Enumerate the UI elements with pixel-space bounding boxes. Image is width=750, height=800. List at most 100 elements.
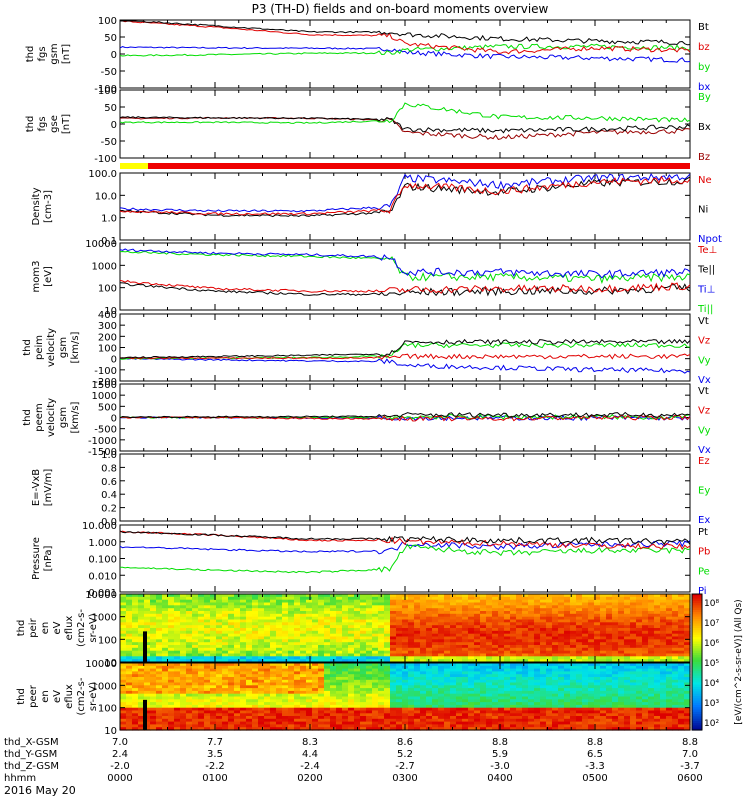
spectrogram-cell: [222, 628, 229, 632]
spectrogram-cell: [228, 713, 235, 717]
spectrogram-cell: [678, 636, 685, 640]
spectrogram-cell: [162, 599, 169, 604]
spectrogram-cell: [168, 633, 175, 638]
y-tick-label: 10: [104, 658, 117, 669]
spectrogram-cell: [474, 707, 481, 712]
spectrogram-cell: [486, 599, 493, 604]
spectrogram-cell: [330, 696, 337, 700]
series-ne-line: [119, 175, 691, 216]
spectrogram-cell: [192, 665, 199, 670]
spectrogram-cell: [204, 619, 211, 623]
spectrogram-cell: [522, 665, 529, 670]
y-tick-label: 0.6: [101, 477, 117, 488]
spectrogram-cell: [402, 639, 409, 643]
spectrogram-cell: [234, 596, 241, 601]
spectrogram-cell: [342, 685, 349, 689]
y-tick-label: 0.1: [101, 236, 117, 247]
spectrogram-cell: [576, 727, 583, 731]
spectrogram-cell: [300, 596, 307, 601]
spectrogram-cell: [192, 721, 199, 725]
spectrogram-cell: [348, 605, 355, 609]
spectrogram-cell: [126, 663, 133, 667]
spectrogram-cell: [564, 707, 571, 712]
spectrogram-cell: [648, 636, 655, 640]
spectrogram-cell: [174, 656, 181, 660]
panel-frame: [119, 19, 691, 89]
spectrogram-cell: [516, 721, 523, 725]
spectrogram-cell: [510, 677, 517, 681]
spectrogram-cell: [126, 630, 133, 635]
spectrogram-cell: [534, 647, 541, 652]
spectrogram-cell: [564, 696, 571, 700]
spectrogram-cell: [228, 647, 235, 652]
spectrogram-cell: [150, 718, 157, 723]
spectrogram-cell: [468, 688, 475, 692]
spectrogram-cell: [312, 724, 319, 728]
spectrogram-cell: [594, 653, 601, 657]
spectrogram-cell: [516, 608, 523, 612]
spectrogram-cell: [468, 679, 475, 684]
spectrogram-cell: [528, 677, 535, 681]
spectrogram-cell: [372, 645, 379, 649]
spectrogram-cell: [576, 645, 583, 649]
spectrogram-cell: [504, 718, 511, 723]
spectrogram-cell: [288, 628, 295, 632]
spectrogram-cell: [252, 630, 259, 635]
spectrogram-cell: [528, 718, 535, 723]
spectrogram-cell: [504, 679, 511, 684]
spectrogram-cell: [354, 599, 361, 604]
spectrogram-cell: [306, 671, 313, 675]
spectrogram-cell: [324, 616, 331, 621]
spectrogram-cell: [378, 707, 385, 712]
spectrogram-cell: [132, 679, 139, 684]
spectrogram-cell: [480, 625, 487, 629]
spectrogram-cell: [330, 628, 337, 632]
spectrogram-cell: [120, 665, 127, 670]
spectrogram-cell: [618, 721, 625, 725]
spectrogram-cell: [198, 599, 205, 604]
spectrogram-cell: [366, 702, 373, 706]
spectrogram-cell: [240, 653, 247, 657]
spectrogram-cell: [210, 668, 217, 672]
spectrogram-cell: [498, 663, 505, 667]
spectrogram-cell: [408, 713, 415, 717]
spectrogram-cell: [330, 625, 337, 629]
spectrogram-cell: [264, 611, 271, 615]
spectrogram-cell: [222, 693, 229, 698]
spectrogram-cell: [360, 613, 367, 618]
spectrogram-cell: [426, 718, 433, 723]
spectrogram-cell: [672, 636, 679, 640]
spectrogram-cell: [306, 630, 313, 635]
spectrogram-cell: [606, 608, 613, 612]
spectrogram-cell: [420, 647, 427, 652]
spectrogram-cell: [126, 653, 133, 657]
spectrogram-cell: [624, 633, 631, 638]
spectrogram-cell: [468, 653, 475, 657]
spectrogram-cell: [504, 696, 511, 700]
spectrogram-cell: [204, 611, 211, 615]
spectrogram-cell: [360, 688, 367, 692]
spectrogram-cell: [594, 616, 601, 621]
spectrogram-cell: [414, 685, 421, 689]
spectrogram-cell: [534, 679, 541, 684]
spectrogram-cell: [126, 677, 133, 681]
spectrogram-cell: [582, 704, 589, 709]
spectrogram-cell: [126, 625, 133, 629]
spectrogram-cell: [144, 599, 151, 604]
spectrogram-cell: [162, 688, 169, 692]
spectrogram-cell: [588, 636, 595, 640]
spectrogram-cell: [372, 713, 379, 717]
spectrogram-cell: [468, 596, 475, 601]
spectrogram-cell: [372, 602, 379, 606]
spectrogram-cell: [594, 693, 601, 698]
spectrogram-cell: [384, 665, 391, 670]
spectrogram-cell: [270, 685, 277, 689]
spectrogram-cell: [660, 659, 667, 663]
spectrogram-cell: [276, 724, 283, 728]
spectrogram-cell: [528, 674, 535, 678]
spectrogram-cell: [348, 650, 355, 655]
spectrogram-cell: [486, 642, 493, 646]
spectrogram-cell: [600, 704, 607, 709]
spectrogram-cell: [240, 690, 247, 695]
spectrogram-cell: [186, 596, 193, 601]
